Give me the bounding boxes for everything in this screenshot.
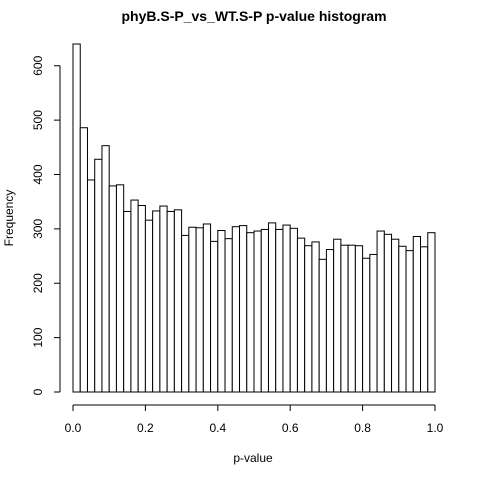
histogram-bar — [144, 219, 154, 393]
histogram-bar — [188, 226, 197, 393]
histogram-bar — [123, 210, 132, 393]
histogram-bar — [137, 204, 146, 393]
histogram-bar — [246, 232, 255, 393]
y-tick-label: 200 — [31, 273, 45, 293]
histogram-bar — [217, 230, 226, 393]
histogram-bar — [311, 241, 320, 393]
histogram-bar — [181, 234, 190, 393]
y-tick-label: 100 — [31, 327, 45, 347]
histogram-bar — [224, 238, 233, 393]
histogram-bar — [195, 227, 204, 393]
histogram-bars — [72, 43, 436, 393]
x-tick-label: 0.0 — [65, 421, 82, 435]
x-tick-label: 0.2 — [137, 421, 154, 435]
histogram-bar — [412, 235, 422, 393]
histogram-bar — [239, 225, 248, 393]
y-tick-label: 300 — [31, 219, 45, 239]
x-tick-label: 1.0 — [427, 421, 444, 435]
histogram-bar — [376, 230, 385, 393]
histogram-bar — [86, 179, 96, 393]
histogram-bar — [108, 185, 117, 393]
histogram-bar — [130, 199, 139, 393]
histogram-bar — [253, 230, 262, 393]
y-tick-label: 0 — [31, 388, 45, 395]
histogram-bar — [304, 245, 313, 393]
histogram-bar — [202, 223, 212, 393]
histogram-bar — [325, 249, 335, 393]
histogram-bar — [260, 228, 269, 393]
histogram-bar — [347, 244, 356, 393]
x-tick-label: 0.8 — [354, 421, 371, 435]
histogram-bar — [159, 205, 168, 393]
histogram-bar — [275, 228, 284, 393]
histogram-bar — [210, 240, 219, 393]
histogram-bar — [391, 238, 400, 393]
histogram-bar — [173, 209, 183, 393]
histogram-bar — [79, 127, 88, 393]
histogram-bar — [383, 233, 393, 393]
histogram-bar — [333, 238, 342, 393]
histogram-bar — [94, 158, 103, 393]
histogram-bar — [318, 258, 327, 393]
histogram-bar — [166, 210, 175, 393]
histogram-bar — [231, 226, 241, 393]
histogram-bar — [340, 244, 349, 393]
x-axis-label: p-value — [233, 451, 273, 465]
y-tick-label: 400 — [31, 164, 45, 184]
histogram-bar — [398, 245, 407, 393]
histogram-bar — [405, 250, 414, 393]
histogram-bar — [72, 43, 81, 393]
x-axis: 0.0 0.2 0.4 0.6 0.8 1.0 — [65, 404, 444, 435]
x-tick-label: 0.6 — [282, 421, 299, 435]
histogram-bar — [296, 237, 306, 393]
histogram-bar — [354, 245, 364, 393]
y-axis: 0 100 200 300 400 500 600 — [31, 55, 61, 395]
histogram-bar — [420, 246, 429, 393]
y-axis-label: Frequency — [2, 190, 16, 247]
histogram-bar — [152, 210, 161, 393]
histogram-bar — [369, 253, 378, 393]
histogram-bar — [362, 257, 371, 393]
histogram-bar — [289, 227, 298, 393]
histogram-bar — [267, 222, 277, 393]
y-tick-label: 600 — [31, 55, 45, 75]
histogram-bar — [282, 224, 291, 393]
histogram-bar — [101, 145, 110, 393]
x-tick-label: 0.4 — [209, 421, 226, 435]
histogram-bar — [427, 232, 436, 393]
histogram-bar — [115, 184, 125, 393]
chart-title: phyB.S-P_vs_WT.S-P p-value histogram — [121, 8, 386, 24]
y-tick-label: 500 — [31, 110, 45, 130]
